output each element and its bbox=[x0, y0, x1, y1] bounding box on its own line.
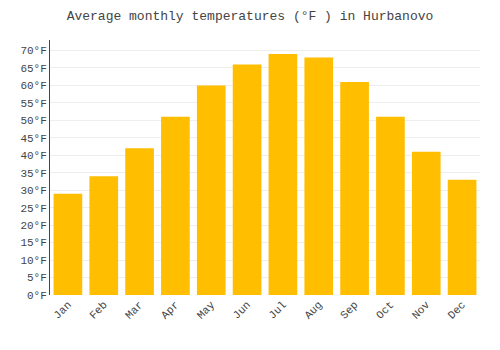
svg-text:Apr: Apr bbox=[159, 299, 181, 321]
svg-text:May: May bbox=[195, 299, 218, 322]
svg-text:65°F: 65°F bbox=[20, 63, 46, 75]
svg-text:Oct: Oct bbox=[374, 299, 396, 321]
svg-text:Feb: Feb bbox=[87, 299, 109, 321]
svg-text:10°F: 10°F bbox=[20, 255, 46, 267]
svg-text:70°F: 70°F bbox=[20, 45, 46, 57]
svg-text:Sep: Sep bbox=[338, 299, 360, 321]
svg-text:0°F: 0°F bbox=[27, 290, 47, 302]
svg-text:35°F: 35°F bbox=[20, 168, 46, 180]
svg-text:60°F: 60°F bbox=[20, 80, 46, 92]
svg-text:40°F: 40°F bbox=[20, 150, 46, 162]
svg-text:Average monthly temperatures (: Average monthly temperatures (°F ) in Hu… bbox=[67, 9, 434, 24]
svg-text:25°F: 25°F bbox=[20, 203, 46, 215]
svg-text:Jul: Jul bbox=[266, 299, 288, 321]
svg-text:15°F: 15°F bbox=[20, 237, 46, 249]
svg-text:45°F: 45°F bbox=[20, 133, 46, 145]
svg-text:Jun: Jun bbox=[231, 299, 253, 321]
svg-text:5°F: 5°F bbox=[27, 272, 47, 284]
svg-text:55°F: 55°F bbox=[20, 98, 46, 110]
svg-text:Mar: Mar bbox=[123, 299, 145, 321]
svg-text:Aug: Aug bbox=[302, 299, 324, 321]
svg-text:Dec: Dec bbox=[446, 299, 468, 321]
svg-text:50°F: 50°F bbox=[20, 115, 46, 127]
svg-text:20°F: 20°F bbox=[20, 220, 46, 232]
svg-text:30°F: 30°F bbox=[20, 185, 46, 197]
svg-text:Jan: Jan bbox=[51, 299, 73, 321]
svg-text:Nov: Nov bbox=[410, 299, 433, 322]
